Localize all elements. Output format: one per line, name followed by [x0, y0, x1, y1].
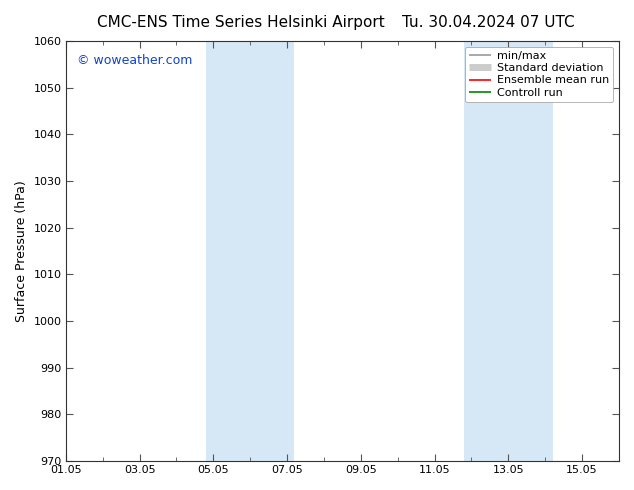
- Text: CMC-ENS Time Series Helsinki Airport: CMC-ENS Time Series Helsinki Airport: [97, 15, 385, 30]
- Bar: [250, 41, 294, 461]
- Bar: [206, 41, 250, 461]
- Y-axis label: Surface Pressure (hPa): Surface Pressure (hPa): [15, 180, 28, 322]
- Bar: [508, 41, 553, 461]
- Text: Tu. 30.04.2024 07 UTC: Tu. 30.04.2024 07 UTC: [402, 15, 574, 30]
- Bar: [464, 41, 508, 461]
- Legend: min/max, Standard deviation, Ensemble mean run, Controll run: min/max, Standard deviation, Ensemble me…: [465, 47, 614, 102]
- Text: © woweather.com: © woweather.com: [77, 53, 192, 67]
